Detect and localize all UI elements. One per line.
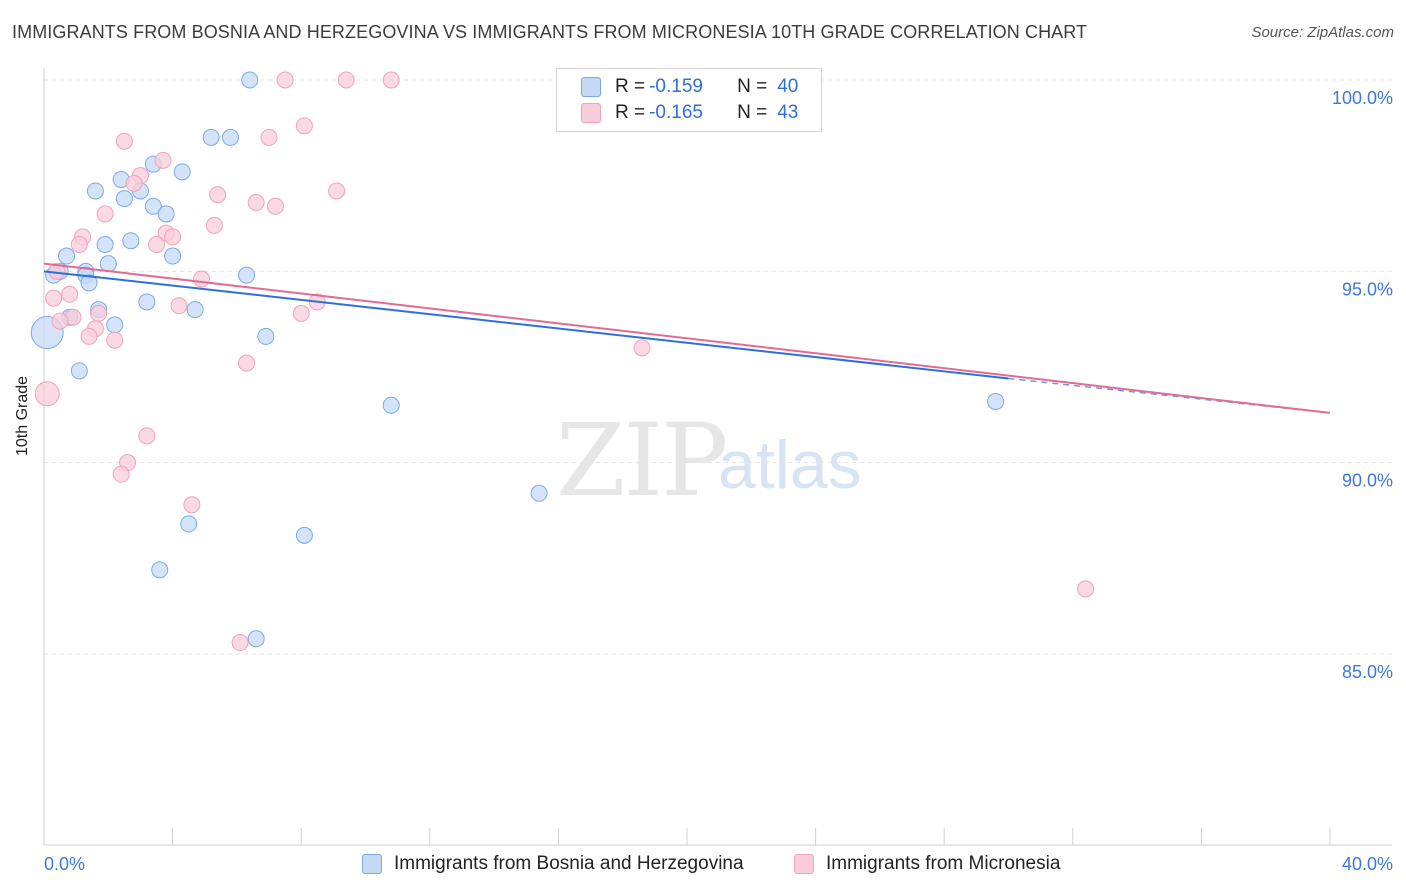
- data-point-micronesia: [106, 331, 124, 349]
- series-legend-micronesia: Immigrants from Micronesia: [794, 852, 1060, 876]
- data-point-bosnia: [151, 561, 169, 579]
- watermark-atlas: atlas: [718, 427, 862, 503]
- data-point-bosnia: [987, 392, 1005, 410]
- data-point-micronesia: [170, 297, 188, 315]
- data-point-micronesia: [61, 285, 79, 303]
- data-point-micronesia: [148, 236, 166, 254]
- data-point-bosnia: [86, 182, 104, 200]
- data-point-micronesia: [266, 197, 284, 215]
- data-point-bosnia: [164, 247, 182, 265]
- data-point-bosnia: [295, 526, 313, 544]
- x-tick-label-min: 0.0%: [44, 854, 85, 874]
- legend-r-value-bosnia: -0.159: [649, 76, 703, 97]
- series-swatch-micronesia: [794, 854, 814, 874]
- series-label-bosnia: Immigrants from Bosnia and Herzegovina: [394, 853, 744, 874]
- data-point-bosnia: [180, 515, 198, 533]
- data-point-bosnia: [530, 484, 548, 502]
- data-point-bosnia: [257, 327, 275, 345]
- data-point-micronesia: [51, 312, 69, 330]
- x-tick-label-max: 40.0%: [1342, 854, 1393, 874]
- data-point-micronesia: [205, 216, 223, 234]
- y-tick-label: 85.0%: [1342, 662, 1393, 682]
- y-tick-label: 95.0%: [1342, 279, 1393, 299]
- data-point-micronesia: [231, 634, 249, 652]
- data-point-micronesia: [247, 193, 265, 211]
- trendline-micronesia: [43, 262, 1331, 414]
- data-point-bosnia: [99, 255, 117, 273]
- data-point-micronesia: [382, 71, 400, 89]
- data-point-micronesia: [34, 381, 60, 407]
- data-point-micronesia: [276, 71, 294, 89]
- data-point-bosnia: [115, 190, 133, 208]
- data-point-bosnia: [80, 274, 98, 292]
- legend-row-micronesia: R = -0.165 N = 43: [581, 102, 798, 124]
- data-point-bosnia: [138, 293, 156, 311]
- data-point-micronesia: [125, 174, 143, 192]
- series-label-micronesia: Immigrants from Micronesia: [826, 853, 1061, 874]
- y-tick-label: 90.0%: [1342, 471, 1393, 491]
- data-point-micronesia: [633, 339, 651, 357]
- data-point-bosnia: [247, 630, 265, 648]
- data-point-micronesia: [292, 304, 310, 322]
- data-point-bosnia: [106, 316, 124, 334]
- series-swatch-bosnia: [362, 854, 382, 874]
- legend-r-value-micronesia: -0.165: [649, 102, 703, 123]
- data-point-bosnia: [221, 128, 239, 146]
- data-point-micronesia: [154, 151, 172, 169]
- legend-n-value-micronesia: 43: [777, 102, 799, 123]
- data-point-micronesia: [1077, 580, 1095, 598]
- legend-r-label: R =: [615, 76, 646, 97]
- data-point-micronesia: [138, 427, 156, 445]
- y-tick-label: 100.0%: [1332, 88, 1393, 108]
- data-point-bosnia: [186, 301, 204, 319]
- legend-r-label: R =: [615, 102, 646, 123]
- data-point-bosnia: [96, 236, 114, 254]
- chart-title: IMMIGRANTS FROM BOSNIA AND HERZEGOVINA V…: [12, 22, 1088, 42]
- data-point-micronesia: [193, 270, 211, 288]
- data-point-micronesia: [70, 236, 88, 254]
- data-point-micronesia: [295, 117, 313, 135]
- data-point-bosnia: [157, 205, 175, 223]
- data-point-bosnia: [238, 266, 256, 284]
- data-point-micronesia: [80, 327, 98, 345]
- data-point-bosnia: [122, 232, 140, 250]
- legend-swatch-micronesia: [581, 103, 601, 123]
- data-point-bosnia: [58, 247, 76, 265]
- data-point-micronesia: [328, 182, 346, 200]
- watermark-zip: ZIP: [556, 402, 728, 519]
- data-point-micronesia: [164, 228, 182, 246]
- data-point-bosnia: [144, 197, 162, 215]
- data-point-bosnia: [241, 71, 259, 89]
- legend-n-label: N =: [737, 76, 768, 97]
- data-point-bosnia: [173, 163, 191, 181]
- data-point-micronesia: [183, 496, 201, 514]
- data-point-micronesia: [209, 186, 227, 204]
- data-point-micronesia: [112, 465, 130, 483]
- series-legend-bosnia: Immigrants from Bosnia and Herzegovina: [362, 852, 744, 876]
- source-label: Source: ZipAtlas.com: [1251, 24, 1394, 41]
- data-point-bosnia: [202, 128, 220, 146]
- data-point-micronesia: [90, 304, 108, 322]
- legend-n-value-bosnia: 40: [777, 76, 799, 97]
- data-point-micronesia: [260, 128, 278, 146]
- legend-row-bosnia: R = -0.159 N = 40: [581, 76, 798, 98]
- data-point-bosnia: [382, 396, 400, 414]
- data-point-micronesia: [115, 132, 133, 150]
- legend-swatch-bosnia: [581, 77, 601, 97]
- trendline-bosnia: [43, 270, 1009, 380]
- data-point-micronesia: [96, 205, 114, 223]
- data-point-micronesia: [238, 354, 256, 372]
- data-point-bosnia: [70, 362, 88, 380]
- data-point-micronesia: [45, 289, 63, 307]
- legend-n-label: N =: [737, 102, 768, 123]
- correlation-legend: R = -0.159 N = 40 R = -0.165 N = 43: [556, 68, 822, 132]
- data-point-micronesia: [337, 71, 355, 89]
